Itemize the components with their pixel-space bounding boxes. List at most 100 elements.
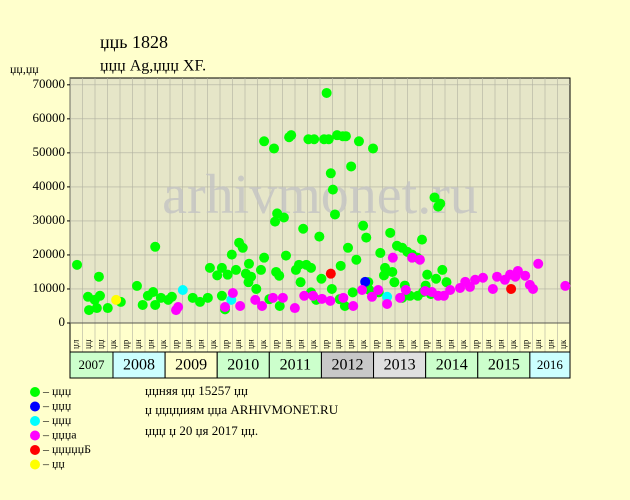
point (212, 270, 223, 281)
point (173, 302, 184, 313)
y-tick-label: 10000 (33, 280, 66, 295)
legend-marker (30, 459, 40, 470)
point (353, 136, 364, 147)
point (150, 241, 161, 252)
column-label: џн (545, 339, 555, 349)
point (294, 259, 305, 270)
point (84, 305, 95, 316)
point (309, 134, 320, 145)
column-label: џн (245, 339, 255, 349)
point (235, 300, 246, 311)
column-label: џн (183, 339, 193, 349)
point (187, 292, 198, 303)
point (512, 265, 523, 276)
point (528, 283, 539, 294)
column-label: џр (120, 339, 130, 349)
point (351, 254, 362, 265)
column-label: џн (383, 339, 393, 349)
column-label: џџ (95, 339, 105, 349)
point (357, 284, 368, 295)
point (445, 284, 456, 295)
point (358, 220, 369, 231)
column-label: џр (320, 339, 330, 349)
legend-marker (30, 416, 40, 426)
note: џџџ џ 20 џя 2017 џџ. (145, 423, 258, 438)
point (348, 300, 359, 311)
point (437, 264, 448, 275)
point (259, 252, 270, 263)
point (395, 292, 406, 303)
point (255, 264, 266, 275)
year-label: 2014 (436, 357, 468, 374)
column-label: џк (508, 339, 518, 349)
point (270, 216, 281, 227)
column-label: џн (145, 339, 155, 349)
point (422, 269, 433, 280)
column-label: џр (270, 339, 280, 349)
legend-marker (30, 445, 40, 455)
y-tick-label: 70000 (33, 76, 66, 91)
point (327, 184, 338, 195)
point (237, 242, 248, 253)
legend-marker (30, 401, 40, 412)
point (280, 250, 291, 261)
year-box (112, 351, 166, 379)
point (360, 276, 371, 287)
y-tick-label: 50000 (33, 144, 66, 159)
column-label: џк (158, 339, 168, 349)
point (216, 290, 227, 301)
point (329, 209, 340, 220)
column-label: џн (433, 339, 443, 349)
point (91, 303, 102, 314)
point (441, 277, 452, 288)
point (470, 274, 481, 285)
year-label: 2016 (537, 357, 564, 372)
point (417, 234, 428, 245)
point (414, 254, 425, 265)
column-label: џн (283, 339, 293, 349)
column-label: џк (558, 339, 568, 349)
year-box (216, 351, 270, 379)
year-label: 2012 (331, 357, 363, 374)
point (316, 293, 327, 304)
point (375, 247, 386, 258)
point (299, 290, 310, 301)
point (306, 262, 317, 273)
column-label: џк (358, 339, 368, 349)
column-label: џн (333, 339, 343, 349)
column-label: џџ (83, 339, 93, 349)
point (131, 280, 142, 291)
point (94, 290, 105, 301)
point (346, 161, 357, 172)
point (323, 134, 334, 145)
point (378, 270, 389, 281)
point (251, 283, 262, 294)
point (335, 260, 346, 271)
point (477, 272, 488, 283)
point (373, 284, 384, 295)
point (431, 273, 442, 284)
legend-marker (30, 430, 40, 441)
point (400, 284, 411, 295)
column-label: џк (108, 339, 118, 349)
point (347, 287, 358, 298)
point (325, 168, 336, 179)
column-label: џр (520, 339, 530, 349)
year-box (69, 351, 114, 379)
legend-label: – џџџ (42, 384, 72, 398)
note: џџняя џџ 15257 џџ (145, 383, 248, 398)
year-label: 2013 (384, 357, 416, 374)
column-label: џн (295, 339, 305, 349)
point (177, 284, 188, 295)
y-tick-label: 40000 (33, 178, 66, 193)
year-label: 2009 (175, 357, 207, 374)
point (487, 283, 498, 294)
chart-subtitle: џџџ Ag,џџџ XF. (100, 58, 206, 75)
note: џ џџџџиям џџа ARHIVMONET.RU (145, 402, 339, 417)
point (389, 277, 400, 288)
y-tick-label: 60000 (33, 110, 66, 125)
column-label: џр (170, 339, 180, 349)
point (202, 292, 213, 303)
column-label: џн (533, 339, 543, 349)
point (338, 292, 349, 303)
